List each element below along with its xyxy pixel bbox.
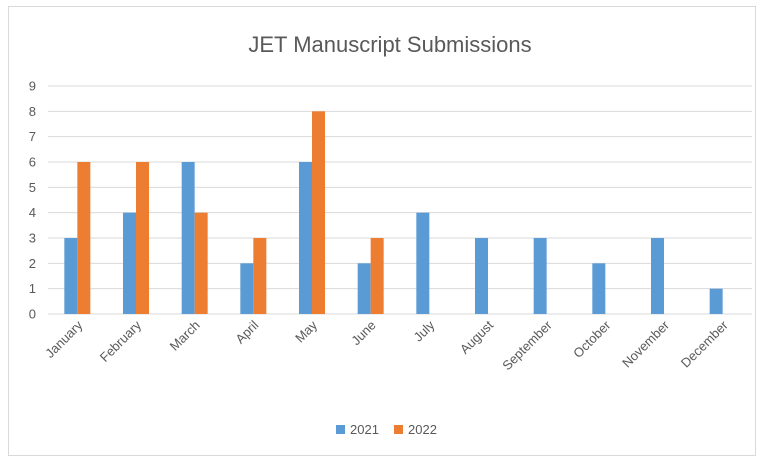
x-tick-label: February [97,317,145,365]
x-tick-label: March [167,318,203,354]
bar-2021-november [651,238,664,314]
gridlines [48,85,752,315]
x-tick-label: April [232,317,261,346]
x-tick-label: October [570,317,614,361]
bar-2021-october [592,263,606,314]
bar-2021-january [64,238,78,314]
bar-2021-july [416,212,430,314]
x-tick-label: November [619,317,672,370]
x-tick-label: May [292,317,320,345]
bar-2021-september [533,238,547,314]
bar-2022-february [136,162,149,314]
y-tick-label: 4 [29,205,36,220]
legend-label: 2022 [408,422,437,437]
bar-2021-april [240,263,254,314]
x-axis-ticks: January February March April May June July Augu… [42,317,731,373]
x-tick-label: August [457,317,496,356]
y-tick-label: 1 [29,281,36,296]
bar-2022-april [253,238,267,314]
legend: 2021 2022 [336,422,437,437]
bar-2021-february [123,212,136,314]
bar-2022-march [194,212,208,314]
y-tick-label: 6 [29,155,36,170]
legend-label: 2021 [350,422,379,437]
y-tick-label: 8 [29,104,36,119]
y-tick-label: 2 [29,256,36,271]
y-tick-label: 9 [29,79,36,94]
bar-2021-december [709,288,723,314]
chart-title: JET Manuscript Submissions [248,32,531,57]
x-tick-label: June [348,318,379,349]
y-tick-label: 5 [29,180,36,195]
legend-swatch [394,425,403,434]
x-tick-label: January [42,317,86,361]
y-tick-label: 3 [29,231,36,246]
x-tick-label: December [678,317,731,370]
bar-2021-march [181,162,195,314]
x-tick-label: September [499,317,555,373]
y-tick-label: 0 [29,307,36,322]
x-tick-label: July [410,317,437,344]
bar-2021-may [299,162,312,314]
bar-2022-may [312,111,325,314]
y-axis-ticks: 0 1 2 3 4 5 6 7 8 9 [29,79,36,322]
y-tick-label: 7 [29,129,36,144]
bar-2022-june [370,238,384,314]
bar-2022-january [77,162,91,314]
bar-2021-august [475,238,488,314]
bar-2021-june [357,263,371,314]
bars [64,111,723,314]
legend-swatch [336,425,345,434]
